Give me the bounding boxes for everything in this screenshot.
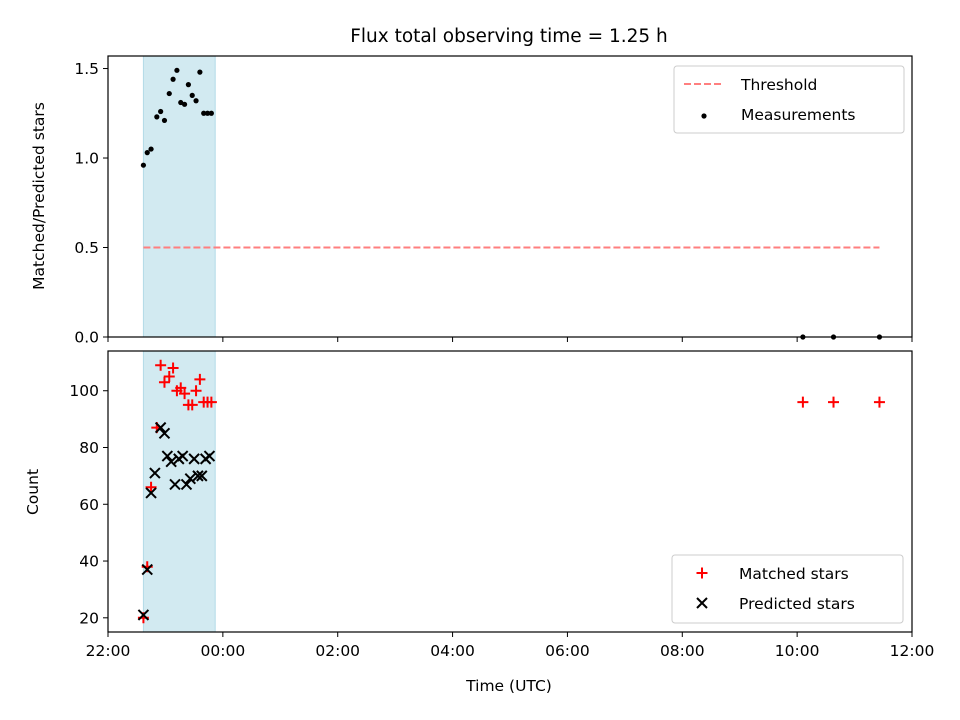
x-tick-label: 10:00	[775, 642, 820, 660]
x-tick-label: 12:00	[890, 642, 935, 660]
legend-label: Predicted stars	[739, 595, 855, 613]
y-tick-label: 20	[79, 609, 99, 627]
legend-marker	[696, 567, 708, 579]
data-point	[190, 385, 202, 397]
data-point	[163, 371, 175, 383]
data-point	[180, 478, 193, 491]
data-point	[158, 108, 164, 115]
legend: Threshold Measurements	[673, 65, 905, 134]
legend-box	[673, 65, 905, 134]
x-tick-label: 06:00	[545, 642, 590, 660]
data-point	[161, 117, 168, 124]
chart-title: Flux total observing time = 1.25 h	[350, 26, 668, 47]
shaded-time-span	[142, 350, 216, 633]
x-tick-label: 02:00	[315, 642, 360, 660]
data-point	[205, 396, 217, 408]
data-point	[170, 76, 176, 82]
data-point	[193, 98, 199, 104]
data-point	[169, 478, 181, 491]
data-point	[167, 362, 179, 374]
plot-frame	[107, 55, 913, 338]
plot-frame	[107, 350, 913, 633]
data-point	[175, 382, 187, 394]
series-measurements	[140, 67, 883, 340]
top-panel: 0.0 0.5 1.0 1.5 Threshold Measurements	[74, 55, 913, 347]
legend-label: Threshold	[740, 76, 817, 94]
data-point	[797, 396, 809, 408]
x-tick-label: 22:00	[86, 642, 131, 660]
data-point	[828, 396, 840, 408]
data-point	[204, 110, 211, 116]
y-tick-label: 100	[69, 382, 99, 400]
top-y-axis-label: Matched/Predicted stars	[30, 102, 48, 290]
y-tick-label: 1.0	[74, 150, 99, 168]
y-tick-label: 0.0	[74, 329, 99, 347]
data-point	[873, 396, 885, 408]
data-point	[186, 399, 198, 411]
data-point	[137, 609, 150, 621]
x-axis-label: Time (UTC)	[465, 677, 552, 695]
legend-marker	[701, 113, 707, 119]
data-point	[184, 473, 197, 485]
data-point	[161, 450, 174, 462]
data-point	[165, 455, 177, 468]
legend-label: Matched stars	[739, 565, 849, 583]
data-point	[155, 359, 167, 371]
y-tick-label: 60	[79, 496, 99, 514]
data-point	[203, 450, 216, 462]
legend-box	[671, 554, 904, 624]
x-tick-label: 04:00	[430, 642, 475, 660]
data-point	[158, 427, 171, 440]
data-point	[201, 110, 207, 116]
data-point	[181, 101, 188, 107]
data-point	[176, 450, 189, 462]
data-point	[174, 67, 180, 73]
shaded-time-span	[142, 55, 216, 338]
y-tick-label: 80	[79, 439, 99, 457]
y-tick-label: 40	[79, 553, 99, 571]
bottom-panel: 20 40 60 80 100 22:00 00:00 02:00 04:00 06:00 08:0…	[69, 350, 935, 660]
data-point	[192, 470, 204, 482]
bottom-y-axis-label: Count	[24, 469, 42, 515]
legend: Matched stars Predicted stars	[671, 554, 904, 624]
x-tick-label: 08:00	[660, 642, 705, 660]
data-point	[189, 92, 195, 98]
x-tick-label: 00:00	[201, 642, 246, 660]
data-point	[166, 90, 172, 97]
y-tick-label: 0.5	[74, 239, 99, 257]
y-tick-label: 1.5	[74, 60, 99, 78]
data-point	[148, 146, 154, 152]
data-point	[154, 421, 167, 434]
data-point	[158, 376, 170, 388]
data-point	[140, 162, 147, 168]
data-point	[188, 453, 200, 465]
data-point	[141, 563, 153, 576]
legend-label: Measurements	[741, 106, 856, 124]
data-point	[144, 150, 150, 156]
data-point	[185, 82, 191, 88]
data-point	[197, 69, 203, 75]
data-point	[145, 487, 157, 499]
data-point	[179, 388, 191, 400]
data-point	[208, 110, 214, 116]
data-point	[194, 373, 206, 385]
data-point	[149, 467, 161, 479]
legend-marker	[696, 597, 708, 609]
data-point	[145, 481, 157, 493]
series-predicted-stars	[137, 421, 216, 621]
data-point	[154, 114, 160, 120]
data-point	[196, 470, 208, 482]
